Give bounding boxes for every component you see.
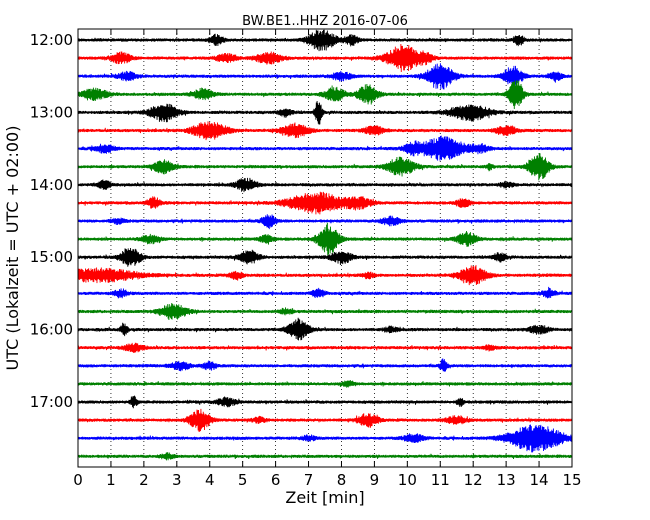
trace-group — [77, 29, 573, 461]
x-tick-label: 3 — [172, 471, 182, 489]
seismogram-trace — [77, 63, 573, 90]
seismogram-trace — [77, 303, 573, 320]
seismogram-trace — [77, 177, 573, 193]
x-tick-label: 11 — [431, 471, 450, 489]
y-axis-label: UTC (Lokalzeit = UTC + 02:00) — [3, 126, 22, 371]
seismogram-trace — [77, 395, 573, 409]
y-tick-label: 14:00 — [30, 176, 73, 194]
chart-title: BW.BE1..HHZ 2016-07-06 — [242, 14, 408, 29]
seismogram-trace — [77, 153, 573, 181]
x-axis-ticks: 0 1 2 3 4 5 6 7 8 9 10 11 12 13 14 15 — [73, 29, 582, 489]
x-tick-label: 9 — [370, 471, 380, 489]
x-tick-label: 1 — [106, 471, 116, 489]
y-tick-label: 13:00 — [30, 103, 73, 121]
x-tick-label: 4 — [205, 471, 215, 489]
y-axis-ticks: 12:00 13:00 14:00 15:00 16:00 17:00 — [30, 31, 572, 411]
seismogram-trace — [77, 222, 573, 256]
seismogram-trace — [77, 452, 573, 461]
seismogram-trace — [77, 265, 573, 286]
seismogram-trace — [77, 317, 573, 341]
seismogram-trace — [77, 214, 573, 230]
seismogram-trace — [77, 80, 573, 110]
seismogram-trace — [77, 247, 573, 267]
y-tick-label: 17:00 — [30, 393, 73, 411]
x-axis-label: Zeit [min] — [285, 488, 364, 507]
x-tick-label: 5 — [238, 471, 248, 489]
seismogram-trace — [77, 121, 573, 141]
seismogram-trace — [77, 424, 573, 453]
x-tick-label: 13 — [497, 471, 516, 489]
x-tick-label: 7 — [304, 471, 314, 489]
seismogram-trace — [77, 101, 573, 125]
seismogram-trace — [77, 380, 573, 388]
y-tick-label: 12:00 — [30, 31, 73, 49]
seismogram-trace — [77, 358, 573, 372]
x-tick-label: 6 — [271, 471, 281, 489]
y-tick-label: 15:00 — [30, 248, 73, 266]
seismogram-trace — [77, 408, 573, 432]
seismogram-trace — [77, 342, 573, 353]
seismogram-trace — [77, 135, 573, 161]
seismogram-trace — [77, 29, 573, 52]
seismogram-trace — [77, 43, 573, 73]
y-tick-label: 16:00 — [30, 321, 73, 339]
seismogram-trace — [77, 191, 573, 215]
x-tick-label: 8 — [337, 471, 347, 489]
x-tick-label: 10 — [398, 471, 417, 489]
x-tick-label: 14 — [530, 471, 549, 489]
plot-frame — [77, 28, 573, 468]
x-tick-label: 0 — [73, 471, 83, 489]
x-tick-label: 15 — [562, 471, 581, 489]
seismogram-trace — [77, 286, 573, 299]
x-tick-label: 2 — [139, 471, 149, 489]
x-tick-label: 12 — [464, 471, 483, 489]
